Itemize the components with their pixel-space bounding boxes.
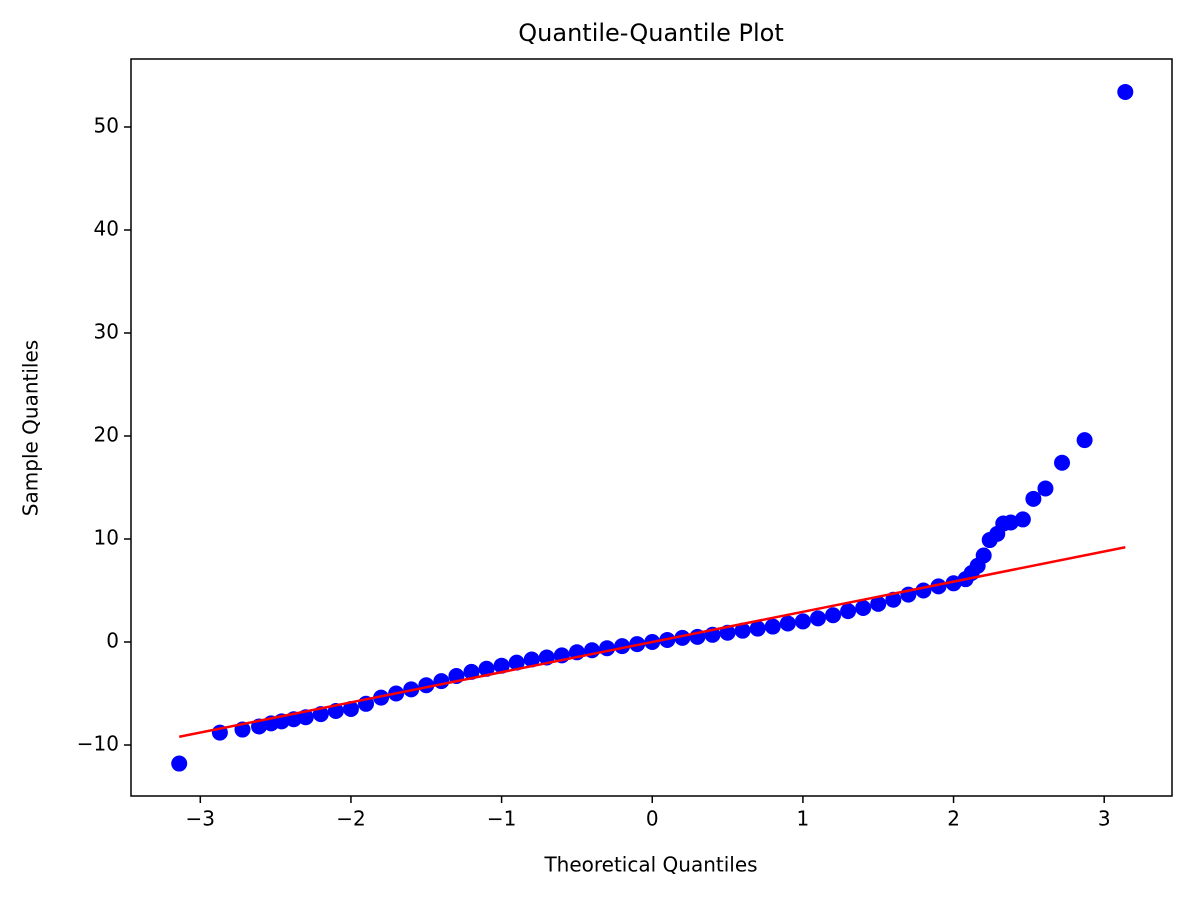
y-tick-label: 0 [106,629,119,653]
reference-line [178,546,1126,738]
y-tick-label: 20 [94,422,119,446]
point [1076,432,1093,449]
point [945,575,962,592]
point [523,651,540,668]
x-tick-label: 1 [797,807,810,831]
point [508,654,525,671]
point [433,673,450,690]
point [1014,511,1031,528]
point [855,600,872,617]
point [915,582,932,599]
point [840,603,857,620]
point [478,660,495,677]
x-tick-label: 3 [1098,807,1111,831]
point [1025,490,1042,507]
point [614,638,631,655]
point [930,578,947,595]
point [493,657,510,674]
point [1002,514,1019,531]
y-tick-label: 30 [94,319,119,343]
point [342,700,359,717]
y-tick-label: 10 [94,526,119,550]
point [825,607,842,624]
x-tick-label: −2 [336,807,365,831]
chart-title: Quantile-Quantile Plot [518,19,783,47]
point [734,622,751,639]
point [870,595,887,612]
point [171,755,188,772]
point [1037,480,1054,497]
x-tick-label: −1 [487,807,516,831]
point [463,663,480,680]
point [779,615,796,632]
point [764,618,781,635]
x-tick-label: 2 [947,807,960,831]
y-tick-label: 40 [94,216,119,240]
point [1054,454,1071,471]
point [674,629,691,646]
point [809,610,826,627]
point [599,640,616,657]
point [975,547,992,564]
plot-frame [130,58,1173,797]
point [1117,83,1134,100]
point [794,613,811,630]
point [749,620,766,637]
x-tick-label: −3 [186,807,215,831]
y-axis-label: Sample Quantiles [19,340,43,516]
point [373,689,390,706]
x-tick-label: 0 [646,807,659,831]
x-axis-label: Theoretical Quantiles [543,853,757,877]
y-tick-label: −10 [77,732,119,756]
y-tick-label: 50 [94,113,119,137]
